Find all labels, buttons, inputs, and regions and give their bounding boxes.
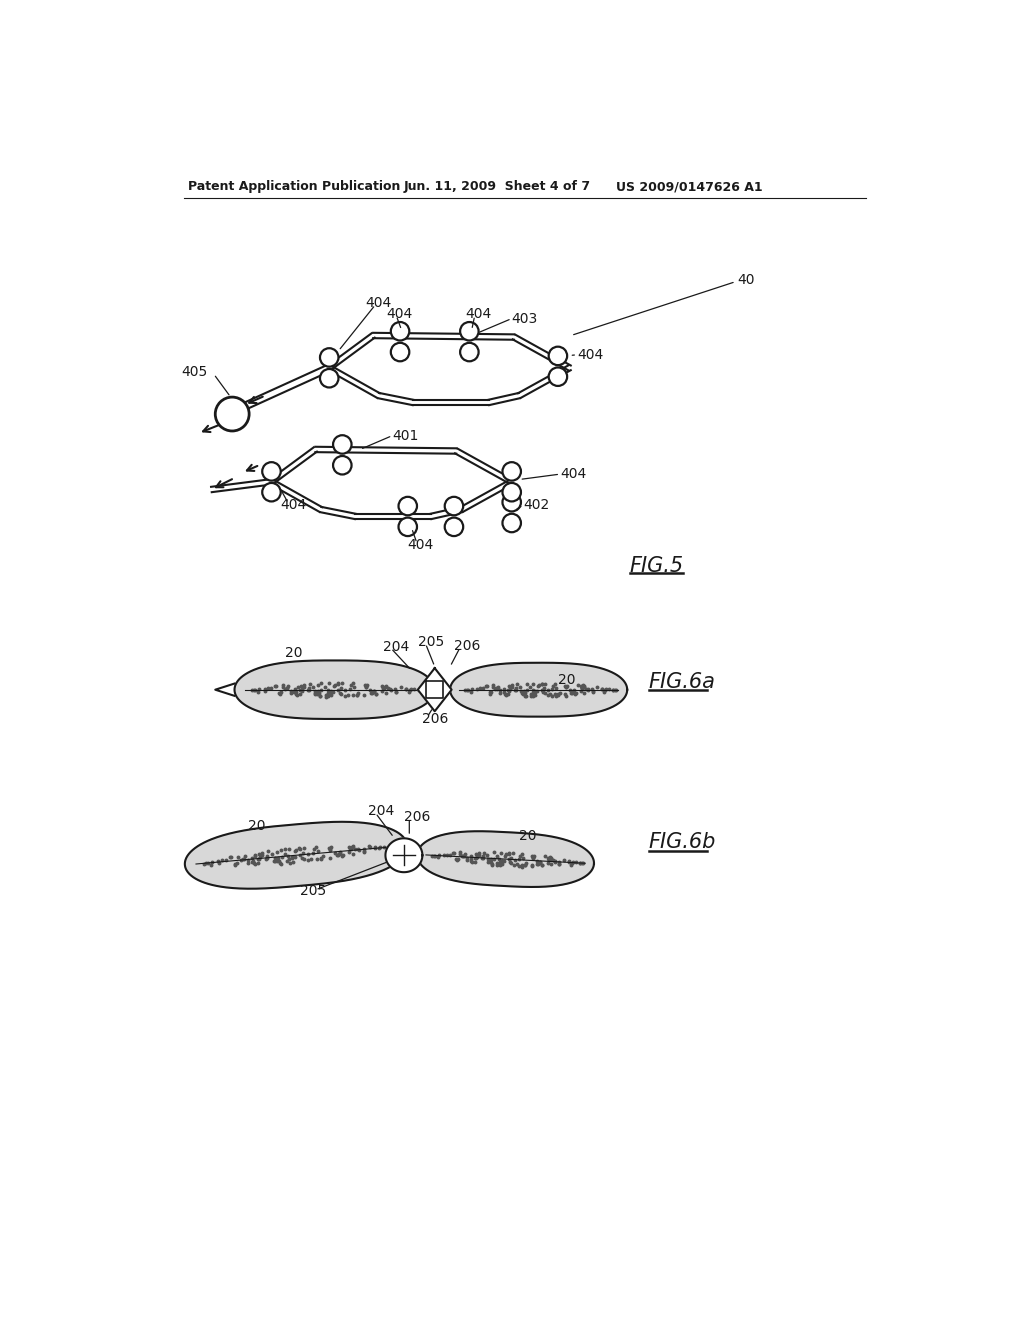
Polygon shape: [373, 333, 514, 339]
Circle shape: [503, 462, 521, 480]
Text: Patent Application Publication: Patent Application Publication: [188, 181, 400, 194]
Polygon shape: [430, 507, 462, 519]
Circle shape: [444, 496, 463, 515]
Polygon shape: [518, 366, 570, 397]
Text: 404: 404: [466, 308, 492, 321]
Circle shape: [549, 367, 567, 385]
Text: 204: 204: [383, 640, 410, 653]
Polygon shape: [355, 513, 431, 519]
Circle shape: [549, 347, 567, 366]
Circle shape: [319, 370, 339, 388]
Text: 20: 20: [248, 818, 265, 833]
Text: 206: 206: [403, 809, 430, 824]
Text: FIG.5: FIG.5: [630, 557, 684, 577]
Circle shape: [333, 436, 351, 454]
Polygon shape: [328, 366, 380, 397]
Circle shape: [262, 462, 281, 480]
Text: 404: 404: [366, 296, 391, 310]
Text: 20: 20: [285, 645, 302, 660]
Circle shape: [460, 322, 478, 341]
Text: 20: 20: [558, 673, 575, 686]
Text: 405: 405: [181, 366, 208, 379]
Text: 404: 404: [560, 467, 587, 480]
Polygon shape: [234, 364, 331, 413]
Polygon shape: [378, 393, 414, 405]
Polygon shape: [385, 838, 422, 873]
Polygon shape: [270, 479, 323, 512]
Circle shape: [503, 513, 521, 532]
Circle shape: [391, 343, 410, 362]
Circle shape: [333, 455, 351, 474]
Circle shape: [262, 483, 281, 502]
Circle shape: [503, 492, 521, 511]
Polygon shape: [315, 446, 457, 454]
Text: 404: 404: [578, 347, 603, 362]
Circle shape: [444, 517, 463, 536]
Text: 40: 40: [737, 273, 755, 286]
Circle shape: [319, 348, 339, 367]
Polygon shape: [417, 832, 594, 887]
Polygon shape: [418, 668, 452, 711]
Text: 204: 204: [368, 804, 394, 818]
Circle shape: [460, 343, 478, 362]
Text: 206: 206: [422, 711, 447, 726]
Text: 205: 205: [418, 635, 444, 649]
Text: 404: 404: [281, 498, 307, 512]
Circle shape: [391, 322, 410, 341]
Text: FIG.6a: FIG.6a: [649, 672, 716, 692]
Polygon shape: [488, 393, 520, 405]
Text: 403: 403: [512, 312, 538, 326]
Circle shape: [503, 483, 521, 502]
Polygon shape: [513, 335, 570, 370]
Polygon shape: [461, 479, 513, 512]
Text: FIG.6b: FIG.6b: [649, 832, 716, 853]
Circle shape: [215, 397, 249, 432]
Text: 20: 20: [519, 829, 537, 843]
Polygon shape: [211, 479, 271, 492]
Polygon shape: [234, 660, 435, 719]
Text: 402: 402: [523, 498, 550, 512]
Polygon shape: [270, 447, 317, 484]
Polygon shape: [328, 334, 375, 370]
Polygon shape: [413, 400, 488, 405]
Circle shape: [398, 517, 417, 536]
Polygon shape: [185, 822, 408, 888]
Polygon shape: [321, 507, 356, 519]
Text: 401: 401: [392, 429, 419, 442]
Polygon shape: [455, 449, 513, 484]
Circle shape: [398, 496, 417, 515]
Text: Jun. 11, 2009  Sheet 4 of 7: Jun. 11, 2009 Sheet 4 of 7: [403, 181, 591, 194]
Text: 404: 404: [386, 308, 413, 321]
Polygon shape: [451, 663, 628, 717]
Text: 206: 206: [454, 639, 480, 653]
Text: 404: 404: [408, 539, 434, 552]
Text: 205: 205: [300, 884, 327, 899]
Text: US 2009/0147626 A1: US 2009/0147626 A1: [615, 181, 762, 194]
